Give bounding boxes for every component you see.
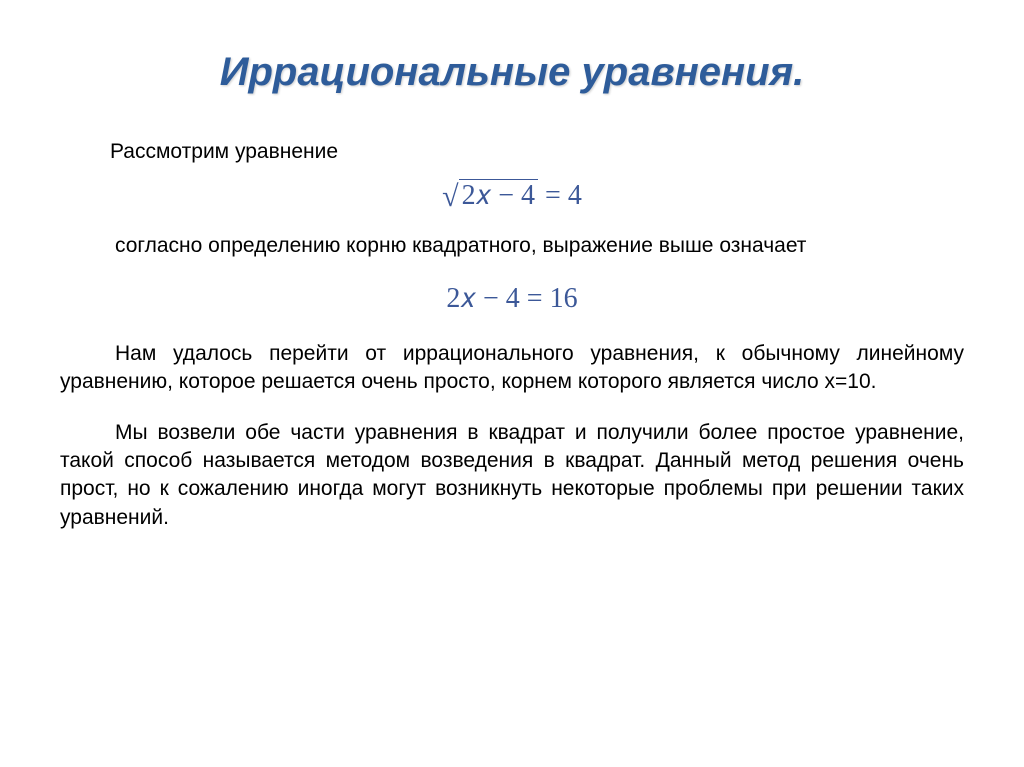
eq1-rhs: = 4 <box>538 180 582 211</box>
page-title: Иррациональные уравнения. <box>60 50 964 95</box>
paragraph-2: Мы возвели обе части уравнения в квадрат… <box>60 419 964 532</box>
equation-1: √2𝑥 − 4 = 4 <box>60 179 964 214</box>
intro-text: Рассмотрим уравнение <box>110 140 964 164</box>
paragraph-1: Нам удалось перейти от иррационального у… <box>60 340 964 397</box>
sqrt-inner: 2𝑥 − 4 <box>459 179 538 212</box>
sqrt-symbol: √ <box>442 180 458 213</box>
definition-text: согласно определению корню квадратного, … <box>115 234 964 258</box>
equation-2: 2𝑥 − 4 = 16 <box>60 283 964 315</box>
sqrt-expression: √2𝑥 − 4 <box>442 179 538 214</box>
